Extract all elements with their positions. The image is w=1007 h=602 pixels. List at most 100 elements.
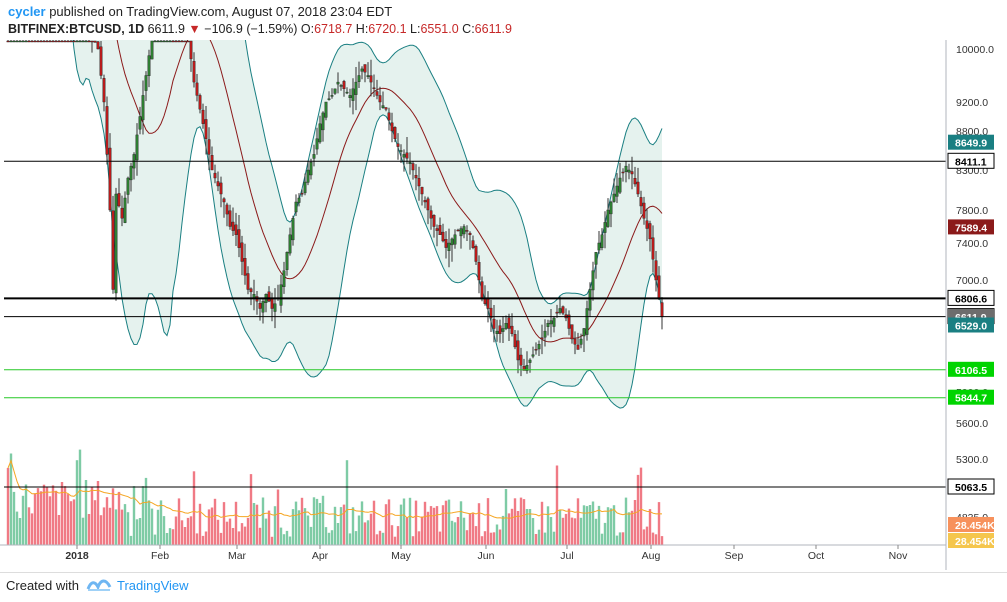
volume-bar xyxy=(372,500,376,545)
candle-body xyxy=(579,338,583,345)
candle-body xyxy=(126,177,130,195)
volume-bar xyxy=(6,468,10,545)
candle-body xyxy=(321,112,325,131)
candle-body xyxy=(294,201,298,213)
candle-body xyxy=(270,298,274,309)
volume-bar xyxy=(78,449,82,545)
volume-bar xyxy=(447,499,451,545)
volume-bar xyxy=(345,460,349,545)
volume-bar xyxy=(474,526,478,545)
candle-body xyxy=(48,40,52,43)
candle-body xyxy=(111,210,115,290)
candle-body xyxy=(156,40,160,43)
candle-body xyxy=(408,161,412,164)
candle-body xyxy=(645,220,649,229)
volume-bar xyxy=(114,509,118,545)
author-name[interactable]: cycler xyxy=(8,4,46,19)
volume-bar xyxy=(414,500,418,545)
candle-body xyxy=(180,40,184,43)
candle-body xyxy=(75,40,79,43)
candle-body xyxy=(378,95,382,103)
volume-bar xyxy=(486,498,490,545)
candle-body xyxy=(621,171,625,174)
volume-bar xyxy=(117,491,121,545)
candle-body xyxy=(411,163,415,171)
time-tick-label: Aug xyxy=(642,550,661,562)
volume-bar xyxy=(549,517,553,545)
candle-body xyxy=(537,344,541,350)
candle-body xyxy=(348,95,352,99)
volume-bar xyxy=(201,535,205,545)
volume-bar xyxy=(654,534,658,545)
volume-bar xyxy=(264,518,268,545)
volume-bar xyxy=(318,503,322,545)
volume-bar xyxy=(36,488,40,545)
volume-bar xyxy=(648,509,652,545)
volume-bar xyxy=(84,480,88,545)
candle-body xyxy=(498,325,502,335)
volume-bar xyxy=(282,534,286,545)
moving-average-line xyxy=(116,40,663,343)
volume-bar xyxy=(546,506,550,545)
chart-header: cycler published on TradingView.com, Aug… xyxy=(0,0,1007,40)
candle-body xyxy=(297,197,301,203)
candle-body xyxy=(147,55,151,76)
price-chart[interactable]: 10000.09200.08800.08300.07800.07400.0700… xyxy=(0,40,1007,570)
candle-body xyxy=(618,177,622,193)
volume-bar xyxy=(531,518,535,545)
tradingview-link[interactable]: TradingView xyxy=(117,578,189,593)
candle-body xyxy=(357,75,361,82)
candle-body xyxy=(651,237,655,260)
volume-bar xyxy=(387,499,391,545)
time-tick-label: May xyxy=(391,550,412,562)
candle-body xyxy=(60,40,64,43)
volume-bar xyxy=(453,522,457,545)
candle-body xyxy=(417,178,421,187)
candle-body xyxy=(384,107,388,110)
volume-bar xyxy=(138,518,142,545)
candle-body xyxy=(186,40,190,43)
volume-bar xyxy=(243,526,247,545)
candle-body xyxy=(594,252,598,265)
volume-bar xyxy=(177,498,181,545)
volume-bar xyxy=(159,500,163,545)
volume-bar xyxy=(627,512,631,545)
price-tag: 5844.7 xyxy=(948,389,994,405)
price-tag-label: 28.454K xyxy=(955,520,995,532)
candle-body xyxy=(228,210,232,227)
volume-bar xyxy=(21,495,25,545)
time-axis[interactable]: 2018 Feb Mar Apr May Jun Jul Aug Sep Oct Nov xyxy=(65,545,908,562)
candle-body xyxy=(396,143,400,147)
volume-bar xyxy=(39,491,43,545)
candle-body xyxy=(129,165,133,181)
volume-bar xyxy=(354,531,358,545)
price-tag-bg xyxy=(948,219,994,235)
candle-body xyxy=(369,75,373,83)
volume-bar xyxy=(537,529,541,545)
volume-bar xyxy=(567,508,571,545)
horizontal-levels[interactable] xyxy=(4,160,946,488)
volume-bar xyxy=(54,490,58,545)
candle-body xyxy=(390,122,394,132)
volume-bar xyxy=(423,501,427,545)
candle-body xyxy=(150,40,154,60)
candle-body xyxy=(558,308,562,313)
candle-body xyxy=(165,40,169,43)
price-tag-label: 6106.5 xyxy=(955,365,987,377)
volume-bar xyxy=(24,484,28,545)
tradingview-logo-icon[interactable] xyxy=(86,575,112,593)
volume-bar xyxy=(579,517,583,545)
volume-bar xyxy=(162,516,166,545)
volume-bar xyxy=(105,497,109,545)
candle-body xyxy=(315,138,319,150)
time-tick-label: Mar xyxy=(228,550,247,562)
volume-bar xyxy=(393,536,397,545)
volume-bar xyxy=(510,508,514,545)
price-tag-bg xyxy=(948,134,994,150)
candle-body xyxy=(531,354,535,357)
volume-bar xyxy=(291,509,295,545)
level-tag-label: 8411.1 xyxy=(955,156,987,168)
candle-body xyxy=(345,91,349,94)
bollinger-fill xyxy=(73,40,662,409)
candle-body xyxy=(282,270,286,287)
